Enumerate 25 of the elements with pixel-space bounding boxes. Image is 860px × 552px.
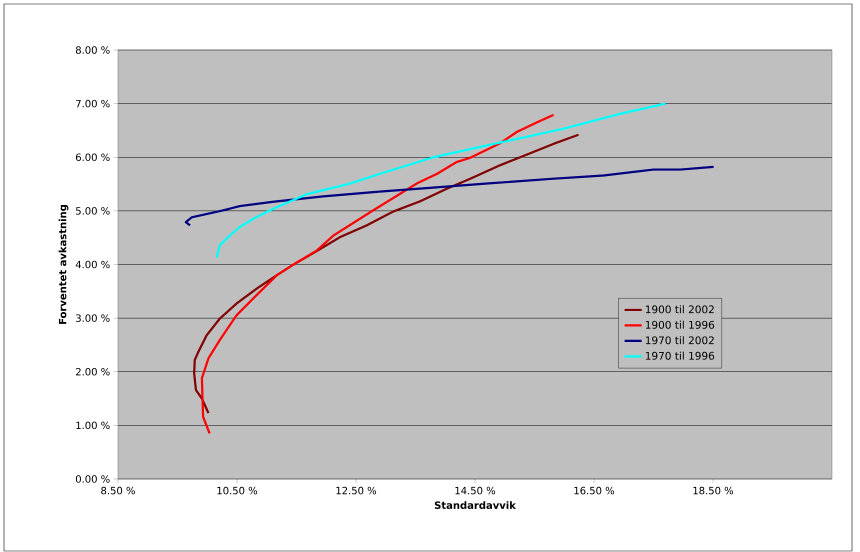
x-tick-label: 8.50 %	[101, 486, 135, 494]
y-tick-label: 5.00 %	[76, 207, 110, 215]
x-tick-label: 10.50 %	[217, 486, 258, 494]
y-axis-title: Forventet avkastning	[58, 205, 68, 324]
legend-label: 1970 til 1996	[646, 352, 714, 360]
y-tick-label: 3.00 %	[76, 314, 110, 322]
y-tick-label: 7.00 %	[76, 100, 110, 108]
y-tick-label: 0.00 %	[76, 475, 110, 483]
line-series	[216, 102, 667, 259]
x-tick-label: 12.50 %	[336, 486, 376, 494]
y-tick-label: 2.00 %	[76, 368, 110, 376]
legend-label: 1900 til 1996	[646, 320, 714, 329]
legend-label: 1900 til 2002	[646, 305, 714, 314]
y-tick-label: 1.00 %	[76, 422, 110, 430]
x-tick-label: 18.50 %	[693, 486, 734, 494]
line-series	[184, 166, 715, 226]
line-series	[200, 114, 555, 435]
x-tick-label: 16.50 %	[574, 486, 614, 494]
x-tick-label: 14.50 %	[455, 486, 496, 494]
y-tick-label: 4.00 %	[76, 260, 110, 268]
line-series	[193, 134, 580, 414]
legend-label: 1970 til 2002	[646, 336, 714, 344]
x-axis-title: Standardavvik	[434, 501, 516, 509]
y-tick-label: 8.00 %	[76, 46, 110, 54]
y-tick-label: 6.00 %	[76, 153, 110, 162]
